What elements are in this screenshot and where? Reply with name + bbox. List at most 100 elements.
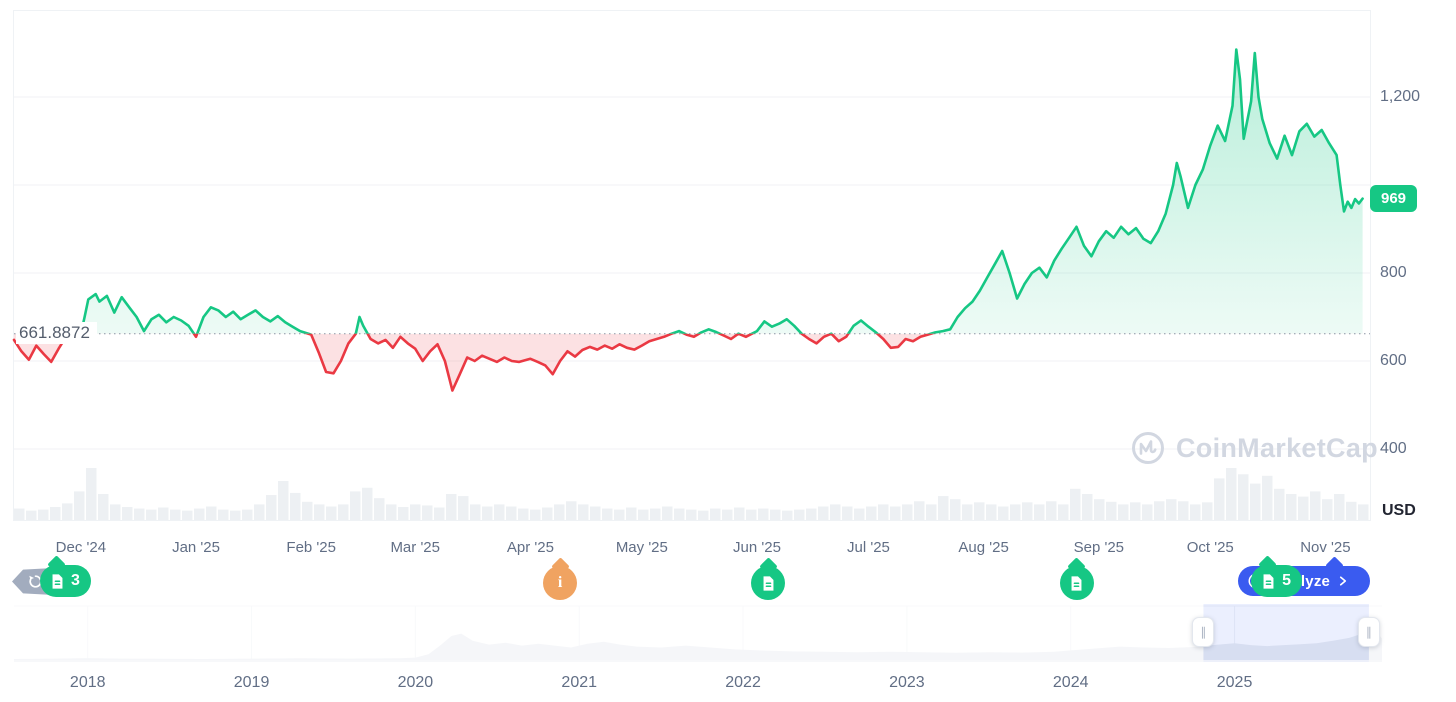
- volume-bar: [278, 481, 289, 520]
- price-chart-canvas[interactable]: [0, 0, 1456, 530]
- volume-bar: [950, 499, 961, 520]
- coinmarketcap-logo-icon: [1132, 432, 1164, 464]
- volume-bar: [866, 506, 877, 520]
- volume-bar: [1106, 501, 1117, 520]
- info-marker[interactable]: i: [543, 566, 578, 600]
- volume-bar: [542, 507, 553, 520]
- volume-bar: [242, 509, 253, 520]
- volume-bar: [1358, 504, 1369, 520]
- volume-bar: [386, 504, 397, 520]
- volume-bar: [1298, 496, 1309, 520]
- volume-bar: [854, 508, 865, 520]
- timeline-navigator[interactable]: [0, 604, 1456, 662]
- volume-bar: [266, 495, 277, 520]
- volume-bar: [134, 508, 145, 520]
- volume-bar: [410, 504, 421, 520]
- news-marker[interactable]: [1059, 566, 1094, 600]
- volume-bar: [698, 510, 709, 520]
- volume-bar: [626, 507, 637, 520]
- volume-bar: [650, 508, 661, 520]
- volume-bar: [1058, 504, 1069, 520]
- volume-bar: [686, 509, 697, 520]
- navigator-year-label: 2025: [1216, 674, 1253, 691]
- navigator-year-label: 2021: [561, 674, 598, 691]
- volume-bar: [1010, 504, 1021, 520]
- history-icon: [28, 575, 42, 588]
- volume-bar: [1334, 494, 1345, 520]
- event-count: 3: [71, 572, 80, 589]
- document-icon: [52, 573, 63, 589]
- volume-bar: [974, 502, 985, 520]
- event-count: 5: [1282, 572, 1292, 589]
- volume-bar: [482, 506, 493, 520]
- volume-bar: [1202, 502, 1213, 520]
- baseline-value-label: 661.8872: [16, 322, 97, 345]
- volume-bar: [1310, 491, 1321, 520]
- price-line-up: [78, 48, 1364, 334]
- volume-bar: [806, 508, 817, 520]
- x-axis-month-label: Sep '25: [1073, 539, 1124, 556]
- volume-bar: [362, 487, 373, 520]
- volume-bar: [722, 509, 733, 520]
- event-count-marker[interactable]: 3: [40, 565, 91, 597]
- navigator-selected-range[interactable]: [1203, 604, 1369, 662]
- volume-bar: [674, 508, 685, 520]
- navigator-handle-right[interactable]: ∥: [1357, 617, 1380, 647]
- volume-bar: [86, 468, 97, 520]
- navigator-year-label: 2019: [233, 674, 270, 691]
- navigator-year-label: 2023: [889, 674, 925, 691]
- volume-bar: [1226, 468, 1237, 520]
- volume-bar: [194, 508, 205, 520]
- volume-bar: [350, 491, 361, 520]
- volume-bar: [230, 510, 241, 520]
- volume-bar: [590, 506, 601, 520]
- volume-bar: [902, 504, 913, 520]
- navigator-year-label: 2020: [397, 674, 434, 691]
- event-count-marker[interactable]: 5: [1251, 565, 1303, 597]
- x-axis-month-label: Dec '24: [55, 539, 107, 556]
- volume-bar: [518, 508, 529, 520]
- y-axis-tick-label: 400: [1380, 440, 1407, 457]
- x-axis-month-label: May '25: [615, 539, 668, 556]
- x-axis-month-label: Jun '25: [733, 539, 781, 556]
- volume-bar: [206, 506, 217, 520]
- volume-bar: [1250, 483, 1261, 520]
- volume-bar: [182, 510, 193, 520]
- volume-bar: [1238, 474, 1249, 520]
- volume-bar: [170, 509, 181, 520]
- volume-bar: [1130, 502, 1141, 520]
- volume-bar: [470, 504, 481, 520]
- volume-bar: [1346, 501, 1357, 520]
- news-marker[interactable]: [751, 566, 786, 600]
- volume-bar: [110, 504, 121, 520]
- volume-bar: [458, 496, 469, 520]
- volume-bar: [398, 507, 409, 520]
- watermark-text: CoinMarketCap: [1176, 432, 1378, 463]
- navigator-unselected-left: [14, 604, 1204, 662]
- x-axis-month-label: Oct '25: [1186, 539, 1234, 556]
- navigator-year-label: 2018: [69, 674, 106, 691]
- volume-bar: [938, 496, 949, 520]
- volume-bar: [842, 506, 853, 520]
- coinmarketcap-watermark: CoinMarketCap: [1130, 430, 1378, 466]
- volume-bar: [218, 509, 229, 520]
- volume-bar: [506, 506, 517, 520]
- navigator-handle-left[interactable]: ∥: [1192, 617, 1215, 647]
- volume-bar: [998, 506, 1009, 520]
- volume-bar: [1118, 504, 1129, 520]
- volume-bar: [638, 509, 649, 520]
- volume-bar: [1034, 504, 1045, 520]
- volume-bar: [26, 510, 37, 520]
- volume-bar: [962, 504, 973, 520]
- x-axis-month-label: Jan '25: [172, 539, 220, 556]
- volume-bar: [746, 509, 757, 520]
- volume-bar: [914, 501, 925, 520]
- volume-bar: [62, 503, 73, 520]
- volume-bar: [578, 504, 589, 520]
- volume-bar: [14, 508, 25, 520]
- volume-bar: [158, 507, 169, 520]
- y-axis-tick-label: 1,200: [1380, 88, 1421, 105]
- volume-bar: [1154, 501, 1165, 520]
- volume-bar: [710, 508, 721, 520]
- volume-bar: [770, 509, 781, 520]
